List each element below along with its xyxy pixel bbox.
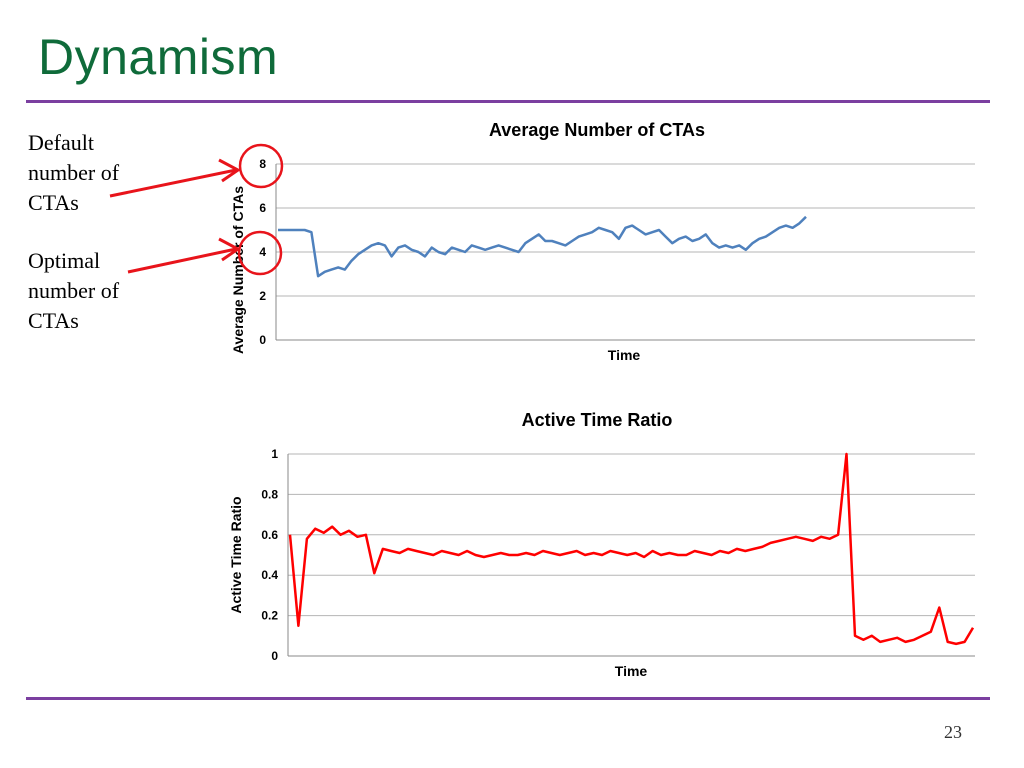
default-cta-label: Default number of CTAs <box>28 130 120 215</box>
y-tick-label: 0.6 <box>261 528 278 542</box>
optimal-cta-label: Optimal number of CTAs <box>28 248 120 333</box>
chart-title: Active Time Ratio <box>522 410 673 430</box>
series-line-average-ctas <box>278 215 807 278</box>
average-ctas-chart: Average Number of CTAs 0 2 4 6 8 Time Averag… <box>109 120 975 363</box>
y-tick-label: 0 <box>271 649 278 663</box>
y-tick-label: 4 <box>259 245 266 259</box>
y-tick-label: 1 <box>271 447 278 461</box>
chart-title: Average Number of CTAs <box>489 120 705 140</box>
y-axis-label: Active Time Ratio <box>228 496 244 613</box>
x-axis-label: Time <box>615 663 648 679</box>
active-time-ratio-chart: Active Time Ratio 0 0.2 0.4 0.6 0.8 1 Time Ac… <box>228 410 975 679</box>
optimal-highlight-circle <box>237 230 283 276</box>
y-tick-label: 2 <box>259 289 266 303</box>
page-number: 23 <box>944 722 962 742</box>
y-tick-label: 6 <box>259 201 266 215</box>
default-highlight-circle <box>238 143 284 189</box>
series-line-active-time-ratio <box>288 452 975 646</box>
footer-divider <box>26 697 990 700</box>
default-arrow <box>109 158 241 198</box>
optimal-arrow <box>127 237 241 274</box>
y-tick-label: 8 <box>259 157 266 171</box>
title-divider <box>26 100 990 103</box>
x-axis-label: Time <box>608 347 641 363</box>
y-tick-label: 0 <box>259 333 266 347</box>
y-tick-label: 0.4 <box>261 568 278 582</box>
y-tick-label: 0.8 <box>261 487 278 501</box>
slide-title: Dynamism <box>38 29 279 85</box>
y-tick-label: 0.2 <box>261 609 278 623</box>
y-axis-label: Average Number of CTAs <box>230 186 246 354</box>
